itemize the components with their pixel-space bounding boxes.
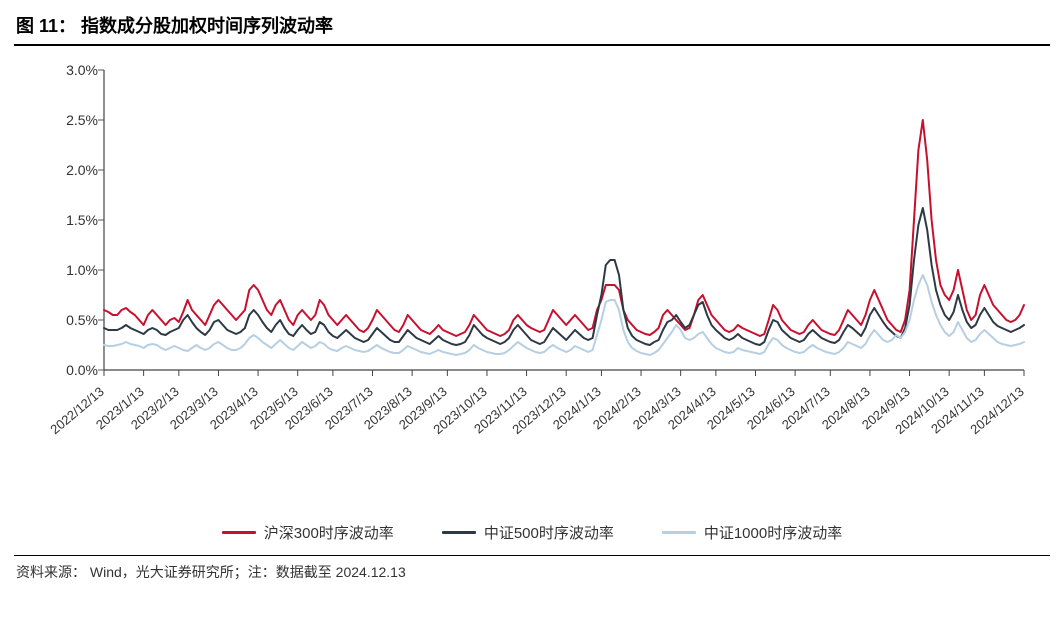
y-tick-label: 2.0% bbox=[66, 162, 98, 178]
figure-container: 图 11： 指数成分股加权时间序列波动率 0.0% 0.5% 1.0% 1.5% 2.0… bbox=[0, 0, 1064, 588]
y-tick-label: 1.5% bbox=[66, 212, 98, 228]
figure-title: 指数成分股加权时间序列波动率 bbox=[81, 16, 333, 36]
line-chart-svg bbox=[14, 46, 1050, 516]
y-tick-label: 2.5% bbox=[66, 112, 98, 128]
legend-swatch bbox=[222, 531, 256, 534]
legend-swatch bbox=[442, 531, 476, 534]
y-tick-label: 0.5% bbox=[66, 312, 98, 328]
source-text: Wind，光大证券研究所；注：数据截至 2024.12.13 bbox=[90, 564, 406, 580]
legend: 沪深300时序波动率 中证500时序波动率 中证1000时序波动率 bbox=[14, 516, 1050, 555]
chart-area: 0.0%0.5%1.0%1.5%2.0%2.5%3.0%2022/12/1320… bbox=[14, 46, 1050, 516]
y-tick-label: 1.0% bbox=[66, 262, 98, 278]
y-tick-label: 3.0% bbox=[66, 62, 98, 78]
source-prefix: 资料来源： bbox=[16, 564, 86, 580]
legend-item: 中证1000时序波动率 bbox=[662, 522, 842, 543]
source-row: 资料来源： Wind，光大证券研究所；注：数据截至 2024.12.13 bbox=[14, 556, 1050, 582]
legend-label: 中证1000时序波动率 bbox=[704, 522, 842, 543]
figure-label: 图 11： bbox=[16, 16, 76, 36]
legend-label: 中证500时序波动率 bbox=[484, 522, 614, 543]
legend-item: 中证500时序波动率 bbox=[442, 522, 614, 543]
figure-title-row: 图 11： 指数成分股加权时间序列波动率 bbox=[14, 8, 1050, 44]
legend-item: 沪深300时序波动率 bbox=[222, 522, 394, 543]
legend-swatch bbox=[662, 531, 696, 534]
legend-label: 沪深300时序波动率 bbox=[264, 522, 394, 543]
y-tick-label: 0.0% bbox=[66, 362, 98, 378]
